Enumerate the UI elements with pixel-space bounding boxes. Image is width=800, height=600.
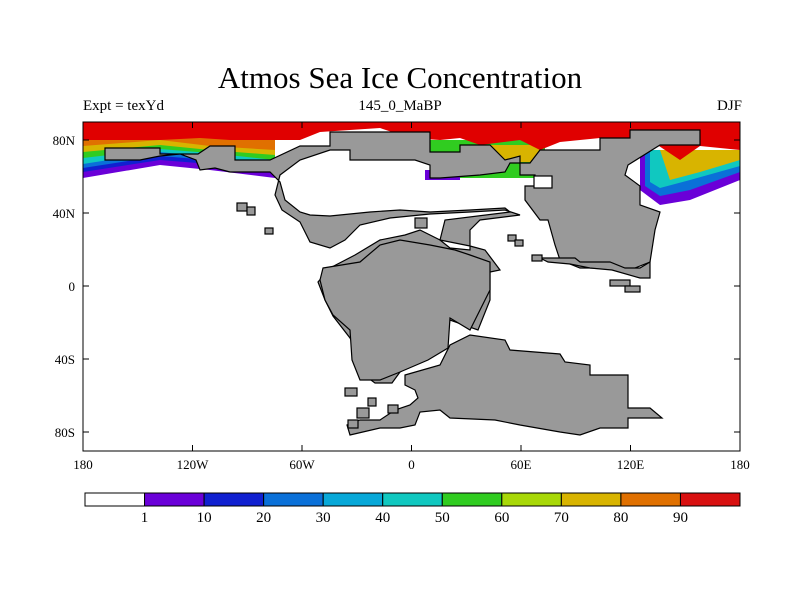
colorbar-label: 80 xyxy=(613,510,629,526)
map-title: Atmos Sea Ice Concentration xyxy=(217,60,583,95)
island xyxy=(531,254,543,262)
island xyxy=(347,419,359,429)
colorbar-swatch xyxy=(144,492,205,507)
period-label: 145_0_MaBP xyxy=(358,98,442,114)
x-tick-label: 60W xyxy=(289,457,315,472)
colorbar-label: 30 xyxy=(315,510,331,526)
experiment-label: Expt = texYd xyxy=(83,98,164,114)
island xyxy=(609,279,631,287)
southern-landmass xyxy=(346,334,664,436)
colorbar xyxy=(84,492,741,507)
island xyxy=(236,202,248,212)
y-axis-ticks xyxy=(83,139,740,433)
island xyxy=(264,227,274,235)
south-asia xyxy=(539,257,651,279)
x-tick-label: 180 xyxy=(730,457,750,472)
y-tick-label: 0 xyxy=(69,279,76,294)
y-tick-label: 80N xyxy=(53,133,76,148)
colorbar-label: 70 xyxy=(553,510,569,526)
colorbar-label: 1 xyxy=(140,510,149,526)
island xyxy=(367,397,377,407)
colorbar-label: 20 xyxy=(256,510,272,526)
island xyxy=(514,239,524,247)
colorbar-label: 90 xyxy=(672,510,688,526)
africa xyxy=(319,239,491,381)
colorbar-swatch xyxy=(322,492,384,507)
inland-sea xyxy=(533,175,553,189)
colorbar-label: 10 xyxy=(196,510,212,526)
map-field xyxy=(83,122,740,436)
colorbar-swatch xyxy=(679,492,741,507)
colorbar-swatch xyxy=(203,492,265,507)
island xyxy=(344,387,358,397)
colorbar-label: 40 xyxy=(375,510,391,526)
island xyxy=(507,234,517,242)
x-axis-ticks xyxy=(82,122,741,451)
continents xyxy=(104,129,701,436)
island xyxy=(624,285,641,293)
colorbar-swatch xyxy=(560,492,622,507)
colorbar-swatch xyxy=(620,492,681,507)
x-tick-label: 0 xyxy=(408,457,415,472)
colorbar-swatch xyxy=(501,492,562,507)
colorbar-swatch xyxy=(382,492,443,507)
x-tick-label: 180 xyxy=(73,457,93,472)
island xyxy=(387,404,399,414)
x-tick-label: 120W xyxy=(177,457,210,472)
colorbar-swatch xyxy=(263,492,324,507)
y-tick-label: 40S xyxy=(55,352,75,367)
season-label: DJF xyxy=(716,98,742,114)
colorbar-label: 50 xyxy=(434,510,450,526)
colorbar-swatch xyxy=(441,492,503,507)
x-tick-label: 120E xyxy=(617,457,645,472)
island xyxy=(356,407,370,419)
island xyxy=(246,206,256,216)
colorbar-label: 60 xyxy=(494,510,510,526)
x-tick-label: 60E xyxy=(511,457,532,472)
island xyxy=(414,217,428,229)
y-tick-label: 40N xyxy=(53,206,76,221)
colorbar-swatch xyxy=(84,492,146,507)
y-tick-label: 80S xyxy=(55,425,75,440)
